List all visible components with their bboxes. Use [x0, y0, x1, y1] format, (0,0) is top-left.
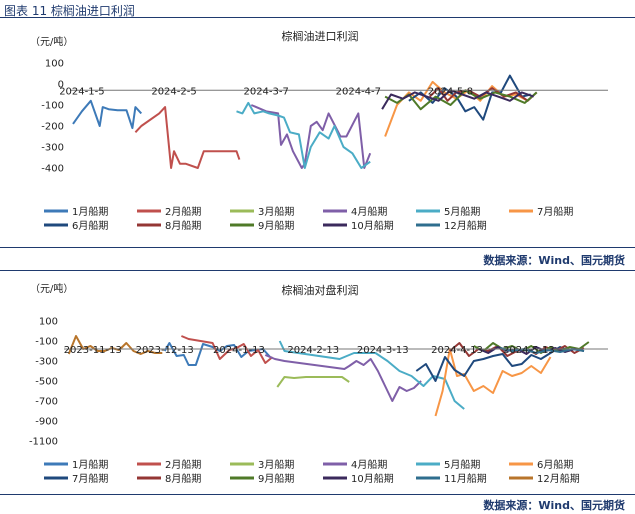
- x-date-label: 2024-2-13: [287, 345, 339, 356]
- divider-rule-bottom: [0, 494, 635, 495]
- x-date-label: 2024-1-5: [59, 86, 104, 97]
- series-line: [408, 74, 531, 121]
- y-tick-label: -500: [35, 377, 58, 388]
- y-tick-label: -1100: [29, 437, 58, 448]
- legend-item: 12月船期: [537, 472, 580, 485]
- y-tick-label: -400: [41, 164, 64, 175]
- y-tick-label: 100: [45, 59, 64, 70]
- legend-item: 6月船期: [537, 458, 573, 471]
- series-line: [250, 104, 372, 169]
- series-line: [72, 99, 143, 130]
- legend-item: 3月船期: [258, 458, 294, 471]
- legend-item: 10月船期: [351, 219, 394, 232]
- series-line: [473, 341, 590, 354]
- title-rule: [0, 17, 635, 18]
- legend-item: 8月船期: [165, 472, 201, 485]
- legend-item: 3月船期: [258, 205, 294, 218]
- series-line: [236, 101, 371, 169]
- legend-item: 6月船期: [72, 219, 108, 232]
- divider-rule-middle: [0, 270, 635, 271]
- legend-item: 5月船期: [444, 205, 480, 218]
- legend-item: 4月船期: [351, 205, 387, 218]
- x-date-label: 2024-5-8: [428, 86, 473, 97]
- x-date-label: 2024-4-13: [431, 345, 483, 356]
- series-line: [434, 348, 552, 417]
- x-date-label: 2024-1-13: [213, 345, 265, 356]
- y-unit-label: （元/吨）: [30, 35, 73, 48]
- source-note-bottom: 数据来源：Wind、国元期货: [483, 499, 625, 512]
- legend-item: 2月船期: [165, 205, 201, 218]
- legend-item: 9月船期: [258, 219, 294, 232]
- import-profit-chart: 棕榈油进口利润 （元/吨） 100 0 -100 -200 -300 -400 2024-1-5…: [30, 29, 608, 232]
- series-line: [276, 376, 350, 388]
- series-line: [278, 340, 465, 410]
- y-tick-label: -900: [35, 417, 58, 428]
- y-tick-label: -200: [41, 122, 64, 133]
- figure-title: 图表 11 棕榈油进口利润: [4, 4, 135, 18]
- x-date-label: 2024-4-7: [336, 86, 381, 97]
- legend-item: 12月船期: [444, 219, 487, 232]
- y-unit-label: （元/吨）: [30, 282, 73, 295]
- legend-item: 7月船期: [72, 472, 108, 485]
- legend-item: 4月船期: [351, 458, 387, 471]
- x-date-label: 2024-2-5: [151, 86, 196, 97]
- legend-item: 1月船期: [72, 205, 108, 218]
- y-tick-label: 0: [58, 80, 64, 91]
- legend-item: 10月船期: [351, 472, 394, 485]
- series-line: [134, 106, 241, 169]
- x-date-label: 2023-12-13: [136, 345, 194, 356]
- legend-item: 11月船期: [444, 472, 487, 485]
- x-date-label: 2024-3-7: [243, 86, 288, 97]
- y-tick-label: 100: [39, 317, 58, 328]
- legend-item: 1月船期: [72, 458, 108, 471]
- futures-profit-chart: 棕榈油对盘利润 （元/吨） 100 -100 -300 -500 -700 -900 -1100…: [29, 282, 608, 485]
- x-date-label: 2024-5-13: [503, 345, 555, 356]
- x-date-label: 2023-11-13: [64, 345, 122, 356]
- y-tick-label: -700: [35, 397, 58, 408]
- x-date-label: 2024-3-13: [357, 345, 409, 356]
- legend-item: 2月船期: [165, 458, 201, 471]
- legend-item: 8月船期: [165, 219, 201, 232]
- series-line: [381, 89, 535, 110]
- divider-rule-top: [0, 247, 635, 248]
- series-line: [415, 346, 571, 382]
- series-line: [264, 354, 422, 402]
- y-tick-label: -300: [41, 143, 64, 154]
- y-tick-label: -300: [35, 357, 58, 368]
- legend-item: 5月船期: [444, 458, 480, 471]
- y-tick-label: -100: [41, 101, 64, 112]
- legend-item: 9月船期: [258, 472, 294, 485]
- chart-title: 棕榈油对盘利润: [282, 283, 359, 297]
- source-note-top: 数据来源：Wind、国元期货: [483, 254, 625, 267]
- y-tick-label: -100: [35, 337, 58, 348]
- legend-item: 7月船期: [537, 205, 573, 218]
- chart-title: 棕榈油进口利润: [282, 29, 359, 43]
- series-line: [181, 335, 274, 364]
